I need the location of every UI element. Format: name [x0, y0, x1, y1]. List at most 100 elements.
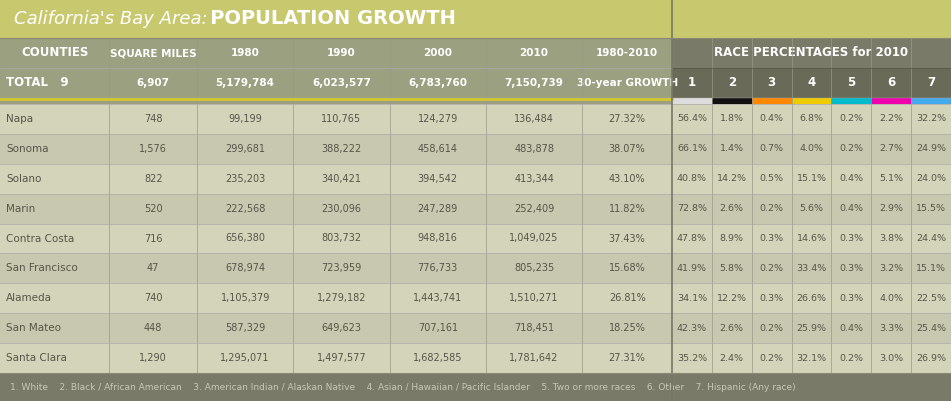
Text: 1,295,071: 1,295,071 — [221, 353, 270, 363]
Text: 2.9%: 2.9% — [880, 204, 903, 213]
Text: 0.3%: 0.3% — [840, 294, 864, 303]
Text: 43.10%: 43.10% — [609, 174, 646, 184]
Bar — [0, 0, 951, 38]
Text: 1,105,379: 1,105,379 — [221, 293, 270, 303]
Text: 47: 47 — [147, 263, 160, 273]
Text: 15.1%: 15.1% — [916, 264, 946, 273]
Text: 22.5%: 22.5% — [916, 294, 946, 303]
Text: 0.3%: 0.3% — [840, 264, 864, 273]
Text: 38.07%: 38.07% — [609, 144, 646, 154]
Text: 32.1%: 32.1% — [796, 354, 826, 363]
Text: 394,542: 394,542 — [417, 174, 457, 184]
Bar — [911, 98, 951, 104]
Text: Contra Costa: Contra Costa — [6, 233, 74, 243]
Text: 776,733: 776,733 — [417, 263, 458, 273]
Text: 0.2%: 0.2% — [840, 144, 864, 153]
Text: 41.9%: 41.9% — [677, 264, 707, 273]
Bar — [791, 98, 831, 104]
Text: 748: 748 — [144, 114, 163, 124]
Text: 252,409: 252,409 — [514, 204, 554, 214]
Text: 1,290: 1,290 — [140, 353, 167, 363]
Text: 14.2%: 14.2% — [717, 174, 747, 183]
Text: 136,484: 136,484 — [514, 114, 554, 124]
Text: California's Bay Area:: California's Bay Area: — [14, 10, 207, 28]
Text: 2: 2 — [728, 77, 736, 89]
Bar — [712, 98, 751, 104]
Bar — [0, 223, 951, 253]
Text: 15.5%: 15.5% — [916, 204, 946, 213]
Text: 56.4%: 56.4% — [677, 114, 707, 124]
Text: 0.4%: 0.4% — [760, 114, 784, 124]
Text: 1980-2010: 1980-2010 — [596, 48, 658, 58]
Text: 6,023,577: 6,023,577 — [312, 78, 371, 88]
Text: Solano: Solano — [6, 174, 42, 184]
Text: 2.4%: 2.4% — [720, 354, 744, 363]
Text: 4.0%: 4.0% — [800, 144, 824, 153]
Bar — [0, 253, 951, 284]
Bar — [0, 343, 951, 373]
Text: 2.6%: 2.6% — [720, 204, 744, 213]
Text: 656,380: 656,380 — [225, 233, 265, 243]
Text: 3.8%: 3.8% — [879, 234, 903, 243]
Text: 340,421: 340,421 — [321, 174, 361, 184]
Text: SQUARE MILES: SQUARE MILES — [110, 48, 197, 58]
Text: 2010: 2010 — [519, 48, 549, 58]
Text: 448: 448 — [144, 323, 163, 333]
Text: 5,179,784: 5,179,784 — [216, 78, 275, 88]
Text: 1980: 1980 — [231, 48, 260, 58]
Text: 520: 520 — [144, 204, 163, 214]
Text: 0.2%: 0.2% — [840, 354, 864, 363]
Bar — [0, 164, 951, 194]
Text: 5: 5 — [847, 77, 856, 89]
Text: 678,974: 678,974 — [225, 263, 265, 273]
Text: Napa: Napa — [6, 114, 33, 124]
Text: 649,623: 649,623 — [321, 323, 361, 333]
Text: 0.2%: 0.2% — [760, 354, 784, 363]
Bar — [0, 98, 672, 104]
Text: 99,199: 99,199 — [228, 114, 262, 124]
Text: 25.4%: 25.4% — [916, 324, 946, 333]
Text: 3: 3 — [767, 77, 776, 89]
Text: 1,279,182: 1,279,182 — [317, 293, 366, 303]
Text: 66.1%: 66.1% — [677, 144, 707, 153]
Text: 0.3%: 0.3% — [760, 294, 784, 303]
Text: 15.1%: 15.1% — [797, 174, 826, 183]
Text: 1,682,585: 1,682,585 — [413, 353, 462, 363]
Bar — [0, 313, 951, 343]
Bar — [0, 104, 951, 134]
Bar — [871, 98, 911, 104]
Text: 27.31%: 27.31% — [609, 353, 646, 363]
Text: 0.3%: 0.3% — [840, 234, 864, 243]
Bar — [0, 373, 951, 401]
Text: 0.2%: 0.2% — [760, 204, 784, 213]
Text: 740: 740 — [144, 293, 163, 303]
Bar — [672, 38, 951, 68]
Text: 37.43%: 37.43% — [609, 233, 646, 243]
Text: 1,510,271: 1,510,271 — [510, 293, 559, 303]
Text: 40.8%: 40.8% — [677, 174, 707, 183]
Text: 124,279: 124,279 — [417, 114, 458, 124]
Text: 5.1%: 5.1% — [880, 174, 903, 183]
Bar — [0, 38, 672, 68]
Bar — [0, 284, 951, 313]
Text: 413,344: 413,344 — [514, 174, 554, 184]
Text: Sonoma: Sonoma — [6, 144, 49, 154]
Text: 1,049,025: 1,049,025 — [510, 233, 559, 243]
Text: 27.32%: 27.32% — [609, 114, 646, 124]
Text: 26.9%: 26.9% — [916, 354, 946, 363]
Text: COUNTIES: COUNTIES — [21, 47, 88, 59]
Text: 32.2%: 32.2% — [916, 114, 946, 124]
Text: 388,222: 388,222 — [321, 144, 361, 154]
Bar — [831, 98, 871, 104]
Text: 0.4%: 0.4% — [840, 204, 864, 213]
Text: 0.2%: 0.2% — [840, 114, 864, 124]
Text: 483,878: 483,878 — [514, 144, 554, 154]
Text: 2.2%: 2.2% — [880, 114, 903, 124]
Text: 6,783,760: 6,783,760 — [408, 78, 467, 88]
Text: TOTAL   9: TOTAL 9 — [6, 77, 68, 89]
Text: 5.8%: 5.8% — [720, 264, 744, 273]
Text: 0.3%: 0.3% — [760, 234, 784, 243]
Text: 299,681: 299,681 — [225, 144, 265, 154]
Text: 1,576: 1,576 — [139, 144, 167, 154]
Text: 0.4%: 0.4% — [840, 324, 864, 333]
